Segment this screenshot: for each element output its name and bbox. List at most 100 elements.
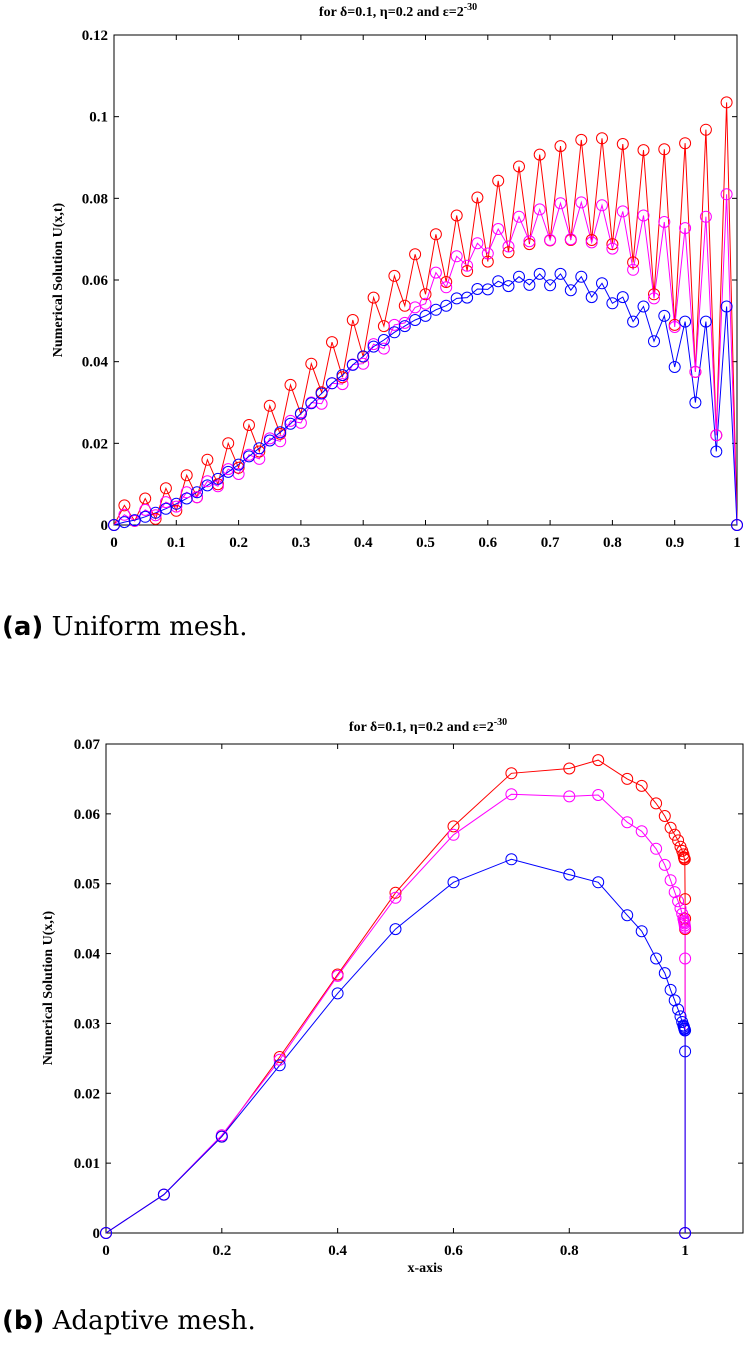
data-point-magenta [672, 895, 685, 908]
data-point-blue [367, 340, 380, 353]
data-point-red [326, 336, 338, 349]
data-point-blue [563, 868, 576, 881]
data-point-magenta [575, 196, 588, 209]
data-point-blue [637, 300, 650, 313]
data-point-magenta [650, 842, 663, 855]
data-point-blue [648, 335, 660, 348]
data-point-blue [336, 369, 349, 382]
data-point-blue [429, 303, 442, 316]
data-point-blue [616, 291, 629, 304]
data-point-magenta [505, 788, 518, 801]
data-point-red [273, 1051, 286, 1063]
data-point-red [201, 453, 214, 466]
data-point-magenta [676, 907, 689, 920]
data-point-red [679, 137, 692, 150]
x-tick-label: 0.7 [541, 535, 560, 551]
data-point-magenta [710, 429, 723, 442]
data-point-red [523, 238, 536, 251]
data-point-blue [232, 458, 245, 471]
data-point-blue [398, 320, 411, 333]
data-point-magenta [481, 247, 494, 260]
data-point-magenta [637, 209, 650, 222]
y-axis-label: Numerical Solution U(x,t) [41, 910, 56, 1065]
data-point-blue [409, 314, 422, 326]
data-point-blue [274, 426, 287, 439]
data-point-red [429, 228, 442, 241]
data-point-red [222, 437, 235, 450]
data-point-red [513, 160, 525, 173]
data-point-magenta [668, 886, 681, 899]
data-point-magenta [471, 237, 484, 250]
series-lines [105, 759, 686, 1234]
data-point-blue [720, 300, 733, 313]
data-point-blue [592, 876, 605, 889]
data-point-blue [447, 876, 460, 889]
data-point-red [481, 255, 494, 268]
data-point-magenta [513, 210, 525, 223]
x-tick-label: 0.6 [478, 535, 497, 551]
data-point-blue [533, 267, 546, 280]
data-point-blue [554, 267, 567, 280]
data-point-blue [253, 442, 266, 455]
data-point-magenta [440, 281, 453, 294]
data-point-blue [689, 396, 702, 409]
data-point-magenta [502, 240, 515, 253]
data-point-blue [502, 280, 515, 293]
data-point-red [585, 234, 598, 246]
data-point-red [263, 399, 276, 412]
data-point-magenta [635, 825, 648, 838]
data-point-blue [513, 270, 525, 283]
data-point-blue [461, 291, 474, 304]
data-point-blue [263, 434, 276, 447]
data-point-blue [440, 299, 453, 312]
data-point-blue [658, 309, 671, 322]
data-point-red [635, 779, 648, 792]
data-point-blue [596, 277, 608, 290]
data-point-blue [575, 270, 588, 283]
caption-a-label: (a) [2, 612, 44, 642]
data-point-red [554, 140, 567, 153]
data-point-magenta [585, 236, 598, 249]
data-point-blue [544, 279, 557, 292]
y-tick-label: 0.12 [82, 28, 108, 44]
data-point-blue [159, 502, 172, 515]
data-point-red [243, 419, 255, 431]
data-point-blue [471, 283, 484, 295]
data-point-red [447, 820, 460, 833]
data-point-red [180, 469, 193, 482]
axis-ticks: 0 0.1 0.2 0.3 0.4 0.5 0.6 0.7 0.8 0.9 1 0 0.02 0.04 0.… [82, 28, 741, 551]
data-point-blue [505, 853, 518, 866]
data-point-blue [731, 519, 743, 531]
data-point-red [284, 378, 297, 391]
data-point-red [533, 148, 546, 161]
data-point-magenta [658, 216, 671, 228]
data-point-magenta [367, 338, 380, 351]
data-point-blue [523, 278, 536, 291]
data-point-magenta [429, 266, 442, 279]
data-point-magenta [720, 188, 733, 201]
data-point-blue [315, 387, 328, 400]
data-point-magenta [274, 435, 287, 448]
y-tick-label: 0.07 [74, 737, 101, 753]
y-tick-label: 0 [93, 1226, 101, 1242]
data-point-blue [388, 326, 401, 339]
data-point-magenta [461, 259, 474, 272]
x-tick-label: 0.4 [354, 535, 373, 551]
x-tick-label: 0.4 [328, 1243, 347, 1259]
data-point-red [658, 143, 671, 156]
data-point-red [678, 853, 691, 866]
data-point-magenta [679, 921, 692, 934]
series-line-magenta [105, 793, 686, 1234]
x-tick-label: 0.1 [167, 535, 186, 551]
x-tick-label: 0.5 [416, 535, 435, 551]
data-point-magenta [533, 203, 546, 216]
data-point-blue [180, 492, 193, 505]
data-point-red [389, 886, 402, 899]
data-point-blue [326, 377, 338, 390]
data-point-blue [294, 407, 307, 420]
data-point-red [159, 482, 172, 495]
data-point-magenta [409, 301, 422, 314]
data-point-magenta [679, 222, 692, 235]
data-point-blue [658, 967, 671, 980]
y-tick-label: 0.02 [74, 1086, 100, 1102]
